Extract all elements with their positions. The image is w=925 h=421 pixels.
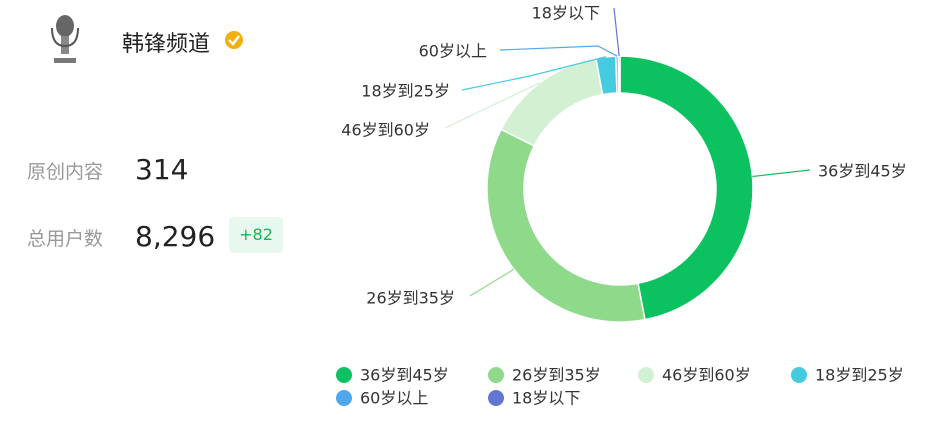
legend-marker — [488, 390, 504, 406]
channel-name: 韩锋频道 — [122, 32, 211, 57]
avatar — [51, 15, 79, 63]
donut-segment — [500, 57, 604, 147]
stat-label: 原创内容 — [27, 161, 104, 183]
slice-label: 36岁到45岁 — [818, 162, 907, 181]
slice-label: 26岁到35岁 — [366, 289, 455, 308]
legend-label: 18岁到25岁 — [815, 366, 904, 385]
stat-value: 8,296 — [135, 220, 216, 253]
legend-label: 36岁到45岁 — [360, 366, 449, 385]
change-badge: +82 — [229, 217, 283, 253]
legend-marker — [488, 367, 504, 383]
leader-line — [499, 45, 618, 57]
donut-segment — [617, 55, 621, 94]
slice-label: 60岁以上 — [419, 42, 487, 61]
leader-line — [613, 7, 620, 57]
legend-label: 26岁到35岁 — [512, 366, 601, 385]
stat-label: 总用户数 — [27, 228, 104, 250]
legend-label: 18岁以下 — [512, 389, 580, 408]
legend-marker — [336, 367, 352, 383]
slice-label: 46岁到60岁 — [341, 121, 430, 140]
legend-marker — [791, 367, 807, 383]
leader-line — [469, 268, 515, 297]
slice-label: 18岁到25岁 — [361, 82, 450, 101]
slice-label: 18岁以下 — [532, 4, 600, 23]
leader-line — [752, 169, 811, 178]
legend-marker — [336, 390, 352, 406]
stat-value: 314 — [135, 153, 189, 186]
legend-label: 46岁到60岁 — [662, 366, 751, 385]
leader-line — [461, 56, 606, 91]
legend-label: 60岁以上 — [360, 389, 428, 408]
legend-marker — [638, 367, 654, 383]
leader-line — [444, 82, 541, 129]
donut-segment — [619, 55, 754, 321]
donut-segment — [486, 128, 646, 323]
verified-badge — [225, 31, 243, 49]
